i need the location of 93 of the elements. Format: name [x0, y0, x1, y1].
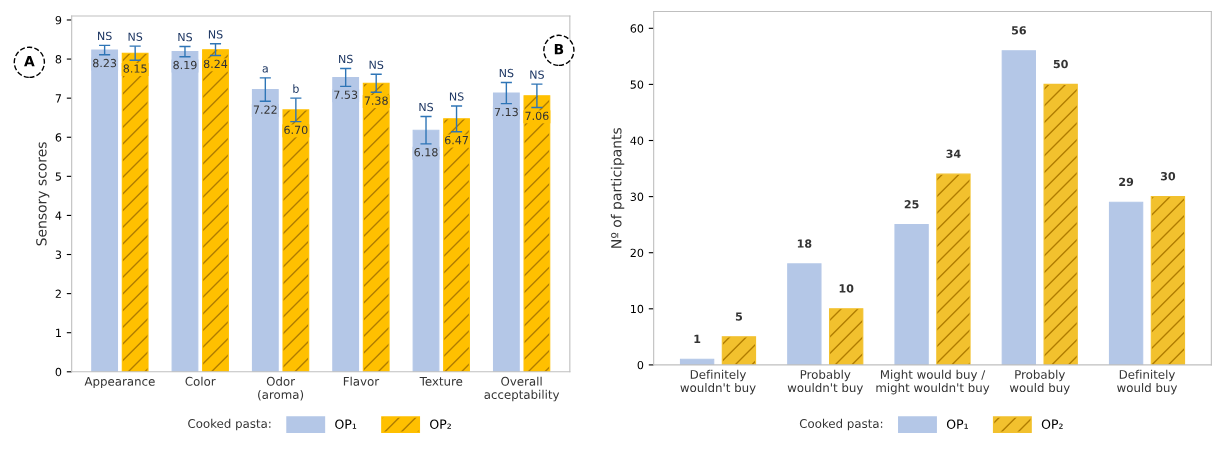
data-label: 7.06 — [525, 111, 549, 121]
y-tick-label: 5 — [55, 172, 61, 181]
data-label: 8.19 — [173, 60, 197, 70]
bar — [171, 51, 199, 372]
annotation: NS — [369, 60, 384, 70]
bar — [202, 49, 229, 372]
x-tick-label: Overall acceptability — [484, 376, 560, 402]
annotation: B — [554, 44, 564, 55]
data-label: 6.70 — [284, 125, 308, 135]
data-label: 25 — [904, 200, 919, 209]
y-tick-label: 30 — [630, 192, 644, 201]
bar — [362, 82, 390, 372]
data-label: 8.15 — [123, 64, 147, 73]
bar — [787, 263, 822, 365]
legend-label: OP₂ — [1041, 419, 1063, 429]
bar — [91, 49, 119, 372]
x-tick-label: Probably wouldn't buy — [787, 369, 864, 395]
y-axis-title: Nº of participants — [610, 127, 625, 248]
y-tick-label: 50 — [630, 80, 644, 89]
text: A — [24, 56, 35, 67]
annotation: NS — [128, 32, 143, 41]
data-label: 8.24 — [203, 59, 228, 69]
y-tick-label: 0 — [637, 360, 644, 370]
x-tick-label: Definitely would buy — [1117, 369, 1178, 395]
y-tick-label: 60 — [630, 24, 644, 33]
data-label: 7.38 — [364, 96, 388, 105]
annotation: NS — [98, 31, 112, 41]
data-label: 18 — [797, 239, 812, 248]
bar — [412, 129, 440, 372]
x-tick-label: Flavor — [343, 376, 380, 386]
bar — [1150, 196, 1186, 365]
annotation: NS — [499, 68, 514, 78]
bar — [251, 89, 279, 372]
annotation: NS — [449, 92, 464, 101]
y-tick-label: 0 — [55, 367, 62, 377]
legend-label: OP₁ — [335, 419, 357, 429]
y-tick-label: 2 — [55, 289, 61, 298]
legend-label: OP₁ — [946, 419, 968, 429]
legend-title: Cooked pasta: — [799, 418, 883, 431]
x-tick-label: Texture — [419, 377, 463, 386]
x-tick-label: Probably would buy — [1009, 369, 1070, 395]
bar — [894, 224, 929, 365]
annotation: NS — [530, 70, 544, 79]
x-tick-label: Appearance — [84, 377, 155, 389]
y-axis-title: Sensory scores — [36, 142, 50, 246]
bar — [443, 118, 470, 372]
x-tick-label: Definitely wouldn't buy — [680, 369, 756, 395]
bar — [332, 76, 360, 372]
data-label: 56 — [1011, 26, 1026, 35]
y-tick-label: 10 — [631, 304, 644, 314]
y-tick-label: 1 — [56, 328, 61, 337]
bar — [121, 52, 149, 372]
y-tick-label: 6 — [55, 133, 62, 142]
annotation: b — [293, 84, 299, 93]
data-label: 8.23 — [93, 58, 117, 68]
y-tick-label: 3 — [55, 250, 62, 259]
data-label: 30 — [1160, 172, 1176, 181]
data-label: 7.13 — [494, 107, 518, 117]
annotation: NS — [208, 30, 223, 39]
legend-title: Cooked pasta: — [188, 418, 271, 431]
bar — [282, 109, 310, 372]
y-tick-label: 9 — [55, 15, 62, 25]
data-label: 5 — [735, 312, 743, 321]
bar — [829, 308, 864, 365]
annotation: NS — [419, 102, 434, 112]
bar — [1043, 83, 1078, 365]
bar — [721, 336, 757, 365]
data-label: 34 — [946, 149, 961, 158]
data-label: 6.47 — [444, 135, 468, 145]
bar — [523, 95, 551, 372]
y-tick-label: 4 — [55, 211, 62, 220]
bar — [1001, 50, 1037, 365]
x-tick-label: Color — [185, 376, 216, 386]
bar — [1108, 201, 1144, 365]
y-tick-label: 40 — [630, 136, 644, 145]
data-label: 50 — [1053, 59, 1068, 69]
annotation: NS — [178, 32, 193, 42]
data-label: 1 — [694, 334, 701, 343]
x-tick-label: Odor (aroma) — [258, 376, 304, 401]
data-label: 6.18 — [414, 148, 438, 157]
annotation: NS — [339, 54, 353, 64]
y-tick-label: 8 — [55, 55, 62, 64]
annotation: a — [262, 66, 268, 73]
legend-label: OP₂ — [430, 419, 451, 429]
y-tick-label: 20 — [630, 248, 644, 258]
x-tick-label: Might would buy / might wouldn't buy — [876, 369, 990, 395]
bar — [936, 173, 971, 365]
data-label: 7.22 — [253, 105, 277, 114]
bar — [492, 92, 520, 372]
data-label: 10 — [839, 284, 854, 293]
data-label: 7.53 — [334, 90, 358, 99]
y-tick-label: 7 — [55, 94, 62, 103]
data-label: 29 — [1119, 177, 1134, 187]
